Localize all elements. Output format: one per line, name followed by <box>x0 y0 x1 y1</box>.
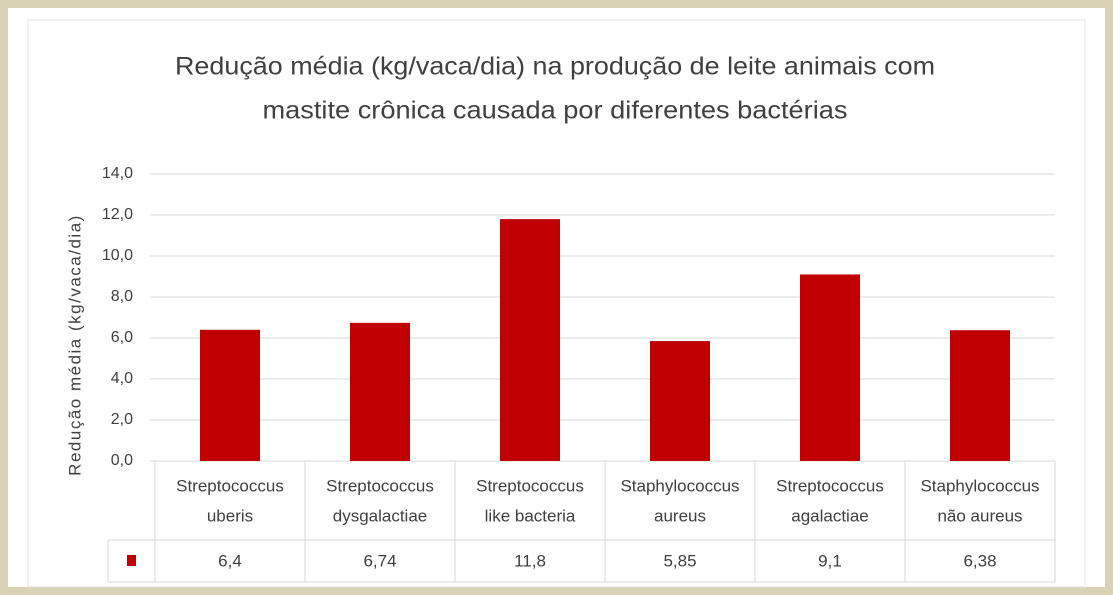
x-tick-label: Staphylococcus <box>620 476 739 495</box>
y-tick-label: 0,0 <box>111 452 133 469</box>
bar <box>200 329 260 461</box>
x-tick-label: Staphylococcus <box>920 476 1039 495</box>
bar <box>950 330 1010 461</box>
chart-title: Redução média (kg/vaca/dia) na produção … <box>175 53 935 81</box>
x-tick-label: dysgalactiae <box>333 506 428 525</box>
y-axis-label: Redução média (kg/vaca/dia) <box>65 214 84 476</box>
y-tick-label: 2,0 <box>111 411 133 428</box>
y-tick-label: 6,0 <box>111 329 133 346</box>
table-value: 11,8 <box>514 551 546 570</box>
table-value: 6,4 <box>218 551 242 570</box>
bar <box>350 322 410 461</box>
x-tick-label: Streptococcus <box>776 476 884 495</box>
y-tick-label: 12,0 <box>102 206 133 223</box>
x-tick-label: like bacteria <box>485 506 576 525</box>
table-value: 6,38 <box>963 551 996 570</box>
y-tick-label: 4,0 <box>111 370 133 387</box>
y-tick-label: 8,0 <box>111 288 133 305</box>
bar <box>500 219 560 461</box>
x-tick-label: agalactiae <box>791 506 869 525</box>
y-tick-label: 14,0 <box>102 165 133 182</box>
y-tick-label: 10,0 <box>102 247 133 264</box>
table-value: 5,85 <box>663 551 696 570</box>
x-tick-label: Streptococcus <box>326 476 434 495</box>
chart-title: mastite crônica causada por diferentes b… <box>263 97 848 125</box>
x-tick-label: não aureus <box>937 506 1022 525</box>
legend-key <box>127 555 136 566</box>
table-value: 9,1 <box>818 551 842 570</box>
table-value: 6,74 <box>363 551 396 570</box>
x-tick-label: Streptococcus <box>176 476 284 495</box>
x-tick-label: uberis <box>207 506 253 525</box>
bar <box>650 341 710 461</box>
x-tick-label: Streptococcus <box>476 476 584 495</box>
bar <box>800 274 860 461</box>
x-tick-label: aureus <box>654 506 706 525</box>
